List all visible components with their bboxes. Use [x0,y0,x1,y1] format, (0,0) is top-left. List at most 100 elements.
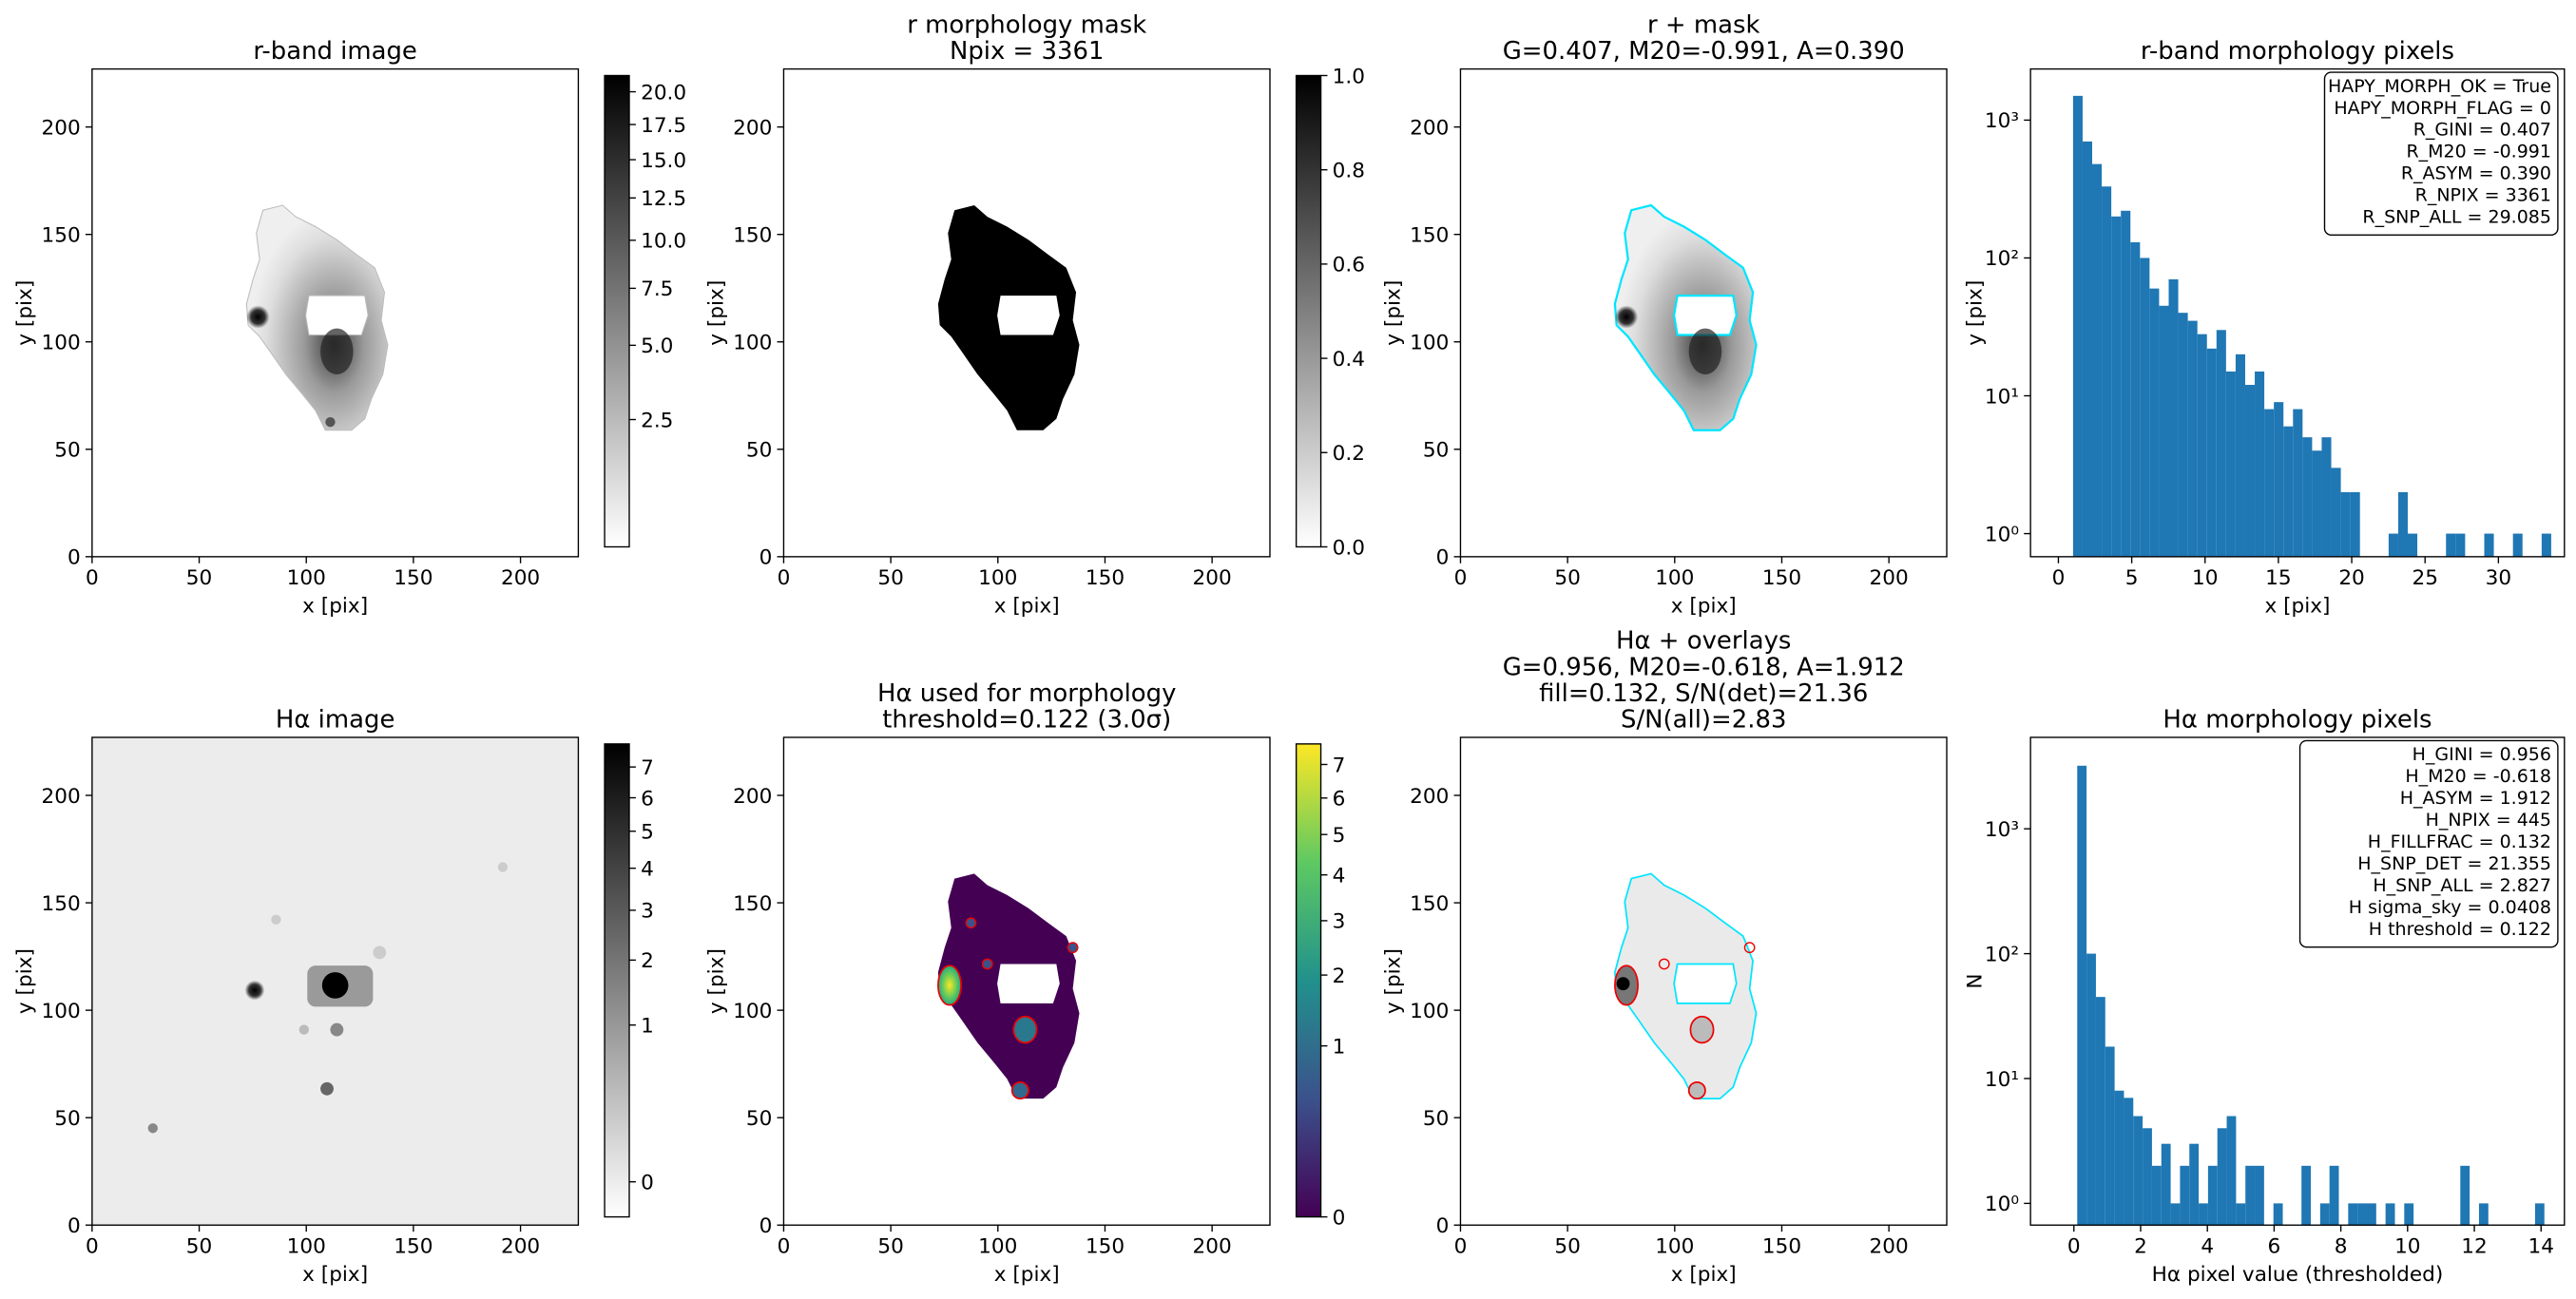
y-axis-label: y [pix] [13,280,37,346]
colorbar-tick-label: 7.5 [641,277,673,301]
colorbar-tick-label: 0.2 [1333,442,1365,466]
y-tick-label: 100 [42,332,81,355]
bar [2235,353,2245,557]
annotation-line: H threshold = 0.122 [2369,919,2551,940]
colorbar-tick-label: 5 [641,821,654,845]
y-tick-label: 150 [733,892,772,916]
x-tick-label: 12 [2461,1235,2487,1259]
y-tick-label: 200 [42,116,81,140]
colorbar-tick-label: 3 [641,900,654,924]
bar [2255,1165,2264,1226]
x-tick-label: 150 [394,1235,433,1259]
colorbar-tick-label: 15.0 [641,149,686,173]
image-r-band [245,204,389,431]
x-axis-label: x [pix] [1671,1263,1737,1287]
x-tick-label: 200 [1193,566,1232,590]
axes-frame [2029,67,2566,558]
annotation-line: H_FILLFRAC = 0.132 [2368,831,2551,852]
x-tick-label: 50 [1554,566,1580,590]
colorbar [604,743,630,1218]
image-halpha-overlay [1614,872,1758,1100]
bar [2170,1203,2181,1226]
x-tick-label: 4 [2201,1235,2214,1259]
y-tick-label: 200 [1410,785,1449,809]
annotation-line: H_SNP_ALL = 2.827 [2373,875,2551,896]
x-tick-label: 6 [2268,1235,2281,1259]
bar [2245,1165,2256,1226]
colorbar-tick-label: 0.8 [1333,159,1365,182]
y-tick-label: 150 [42,223,81,247]
bar [2357,1203,2367,1226]
panel-title: r morphology mask [907,11,1146,40]
y-tick-label: 50 [54,1107,80,1131]
x-axis-label: x [pix] [994,595,1060,619]
bar [2217,1128,2227,1226]
bar [2151,1165,2162,1226]
x-tick-label: 2 [2134,1235,2147,1259]
bar [2216,330,2226,557]
bar [2092,163,2103,557]
colorbar-tick-label: 6 [1333,788,1346,812]
panel-title: Hα image [276,706,394,735]
bar [2366,1203,2376,1226]
x-tick-label: 200 [1870,1235,1909,1259]
bar [2111,216,2122,557]
bar [2541,533,2551,557]
bar [2077,765,2087,1226]
bar [2133,1116,2143,1226]
annotation-line: H sigma_sky = 0.0408 [2349,897,2551,918]
annotation-line: H_NPIX = 445 [2426,810,2551,831]
panel-title: r + mask [1647,11,1759,40]
x-tick-label: 0 [778,1235,791,1259]
bar [2178,313,2188,557]
panel-title: S/N(all)=2.83 [1621,706,1786,735]
x-tick-label: 0 [2067,1235,2081,1259]
y-axis-label: y [pix] [1382,948,1406,1014]
bar [2121,210,2131,557]
x-tick-label: 200 [501,566,540,590]
y-tick-label: 0 [67,1214,81,1238]
x-axis-label: x [pix] [302,595,368,619]
panel-title: Npix = 3361 [950,37,1104,66]
panel-title: G=0.407, M20=-0.991, A=0.390 [1503,37,1905,66]
axes-frame [91,67,580,558]
x-tick-label: 200 [501,1235,540,1259]
x-tick-label: 8 [2335,1235,2348,1259]
annotation-line: R_ASYM = 0.390 [2401,163,2551,184]
bar [2340,491,2351,557]
x-tick-label: 100 [1655,566,1694,590]
axes-frame [1459,736,1948,1226]
bar [2114,1090,2124,1226]
bar [2273,1203,2283,1226]
x-tick-label: 10 [2394,1235,2420,1259]
colorbar-tick-label: 6 [641,787,654,811]
y-tick-label: 0 [1436,546,1450,570]
y-tick-label: 100 [1410,1000,1449,1023]
bar [2293,409,2303,557]
x-tick-label: 150 [1086,566,1125,590]
colorbar-tick-label: 12.5 [641,187,686,211]
y-tick-label: 10³ [1985,109,2019,133]
x-tick-label: 100 [978,1235,1017,1259]
axes-frame [782,67,1271,558]
x-axis-label: Hα pixel value (thresholded) [2152,1263,2444,1287]
colorbar-tick-label: 20.0 [641,81,686,105]
y-tick-label: 50 [746,1107,772,1131]
x-tick-label: 150 [1086,1235,1125,1259]
bar [2225,371,2236,557]
panel-title: Hα used for morphology [877,679,1176,708]
colorbar-tick-label: 0 [641,1171,654,1194]
colorbar-tick-label: 2 [1333,965,1346,988]
y-tick-label: 100 [733,1000,772,1023]
y-tick-label: 10² [1985,247,2019,271]
bar [2388,533,2398,557]
y-tick-label: 0 [759,546,773,570]
bar [2130,241,2141,557]
bar [2244,385,2256,557]
x-tick-label: 100 [287,1235,326,1259]
axes-frame [782,736,1271,1226]
y-tick-label: 50 [1423,1107,1449,1131]
y-tick-label: 50 [1423,439,1449,463]
